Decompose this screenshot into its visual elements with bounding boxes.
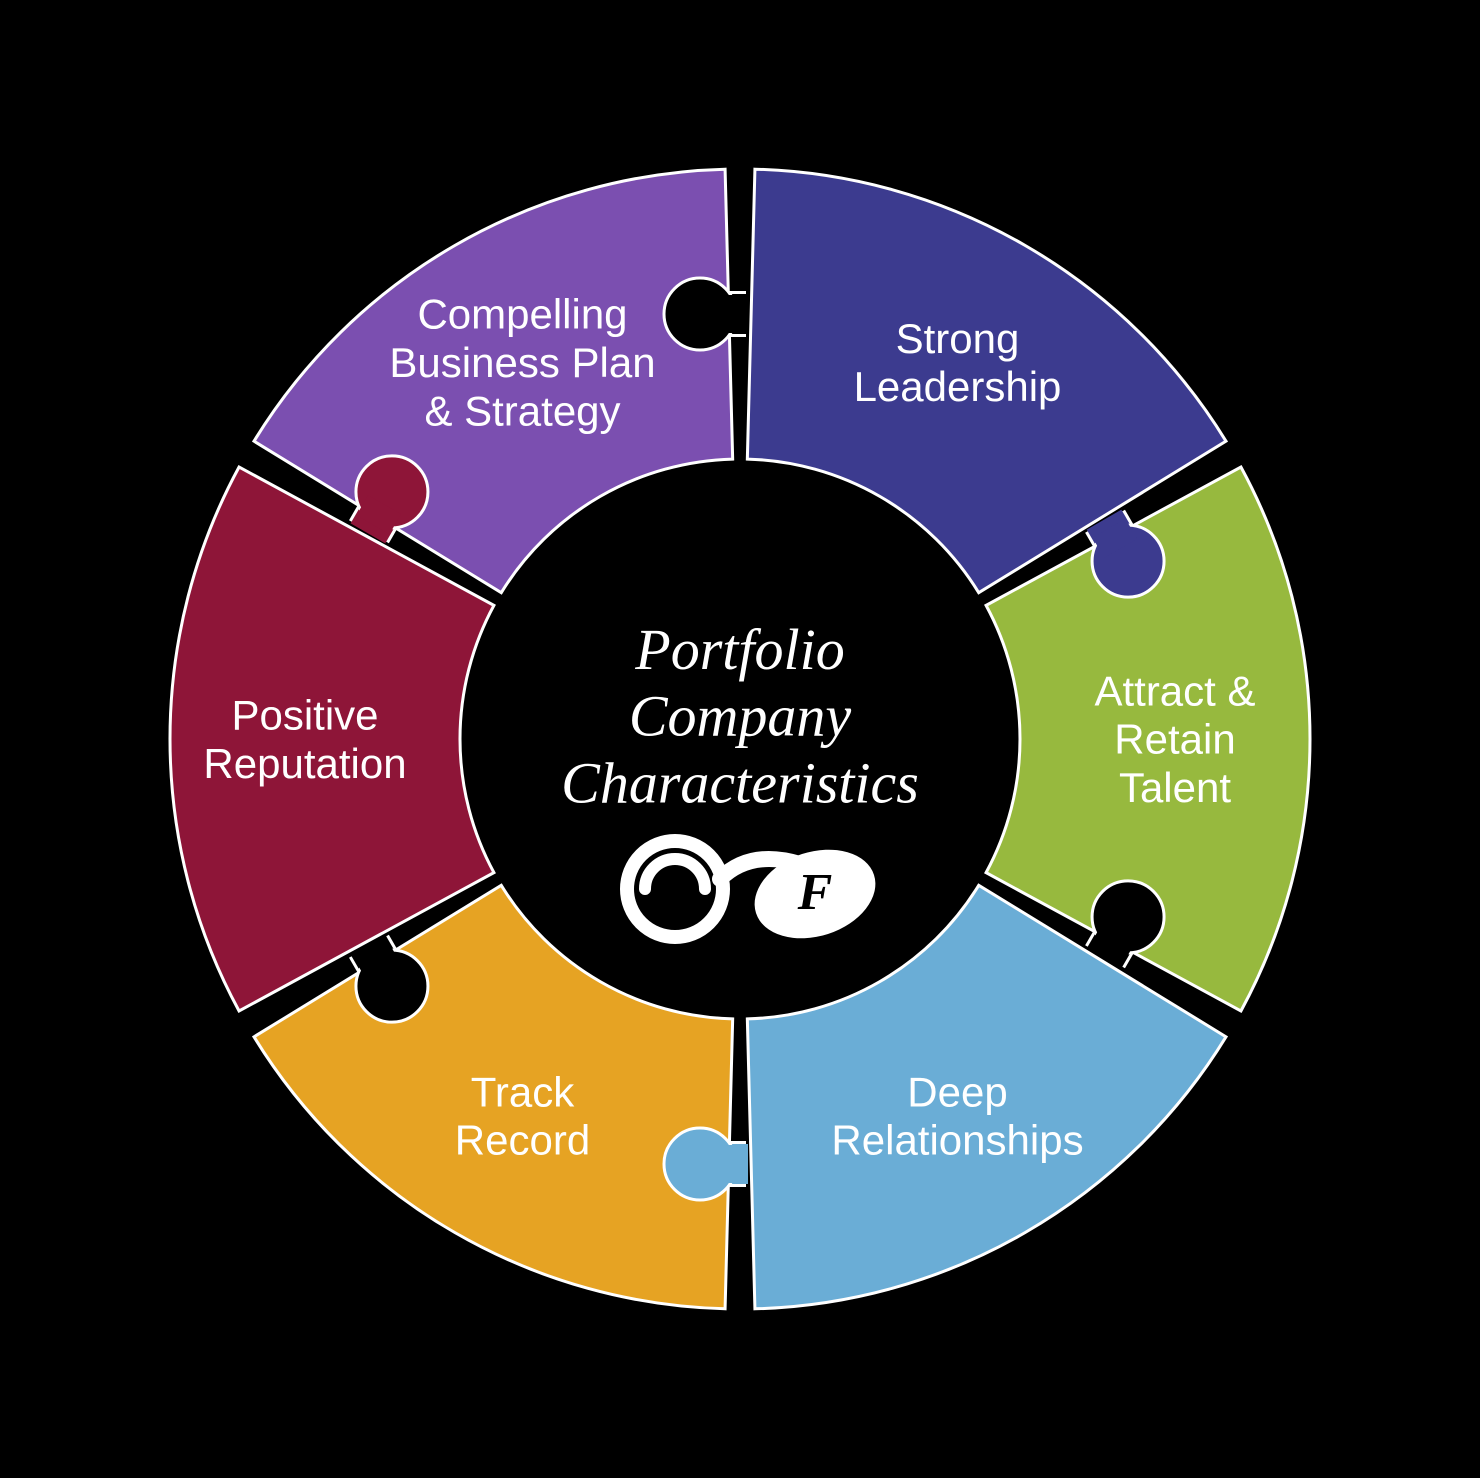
portfolio-characteristics-diagram: StrongLeadershipAttract &RetainTalentDee… bbox=[0, 0, 1480, 1478]
label-positive-reputation: PositiveReputation bbox=[203, 692, 406, 787]
knob-neck3-positive-reputation bbox=[373, 505, 385, 525]
logo-f-letter: F bbox=[797, 864, 833, 921]
socket-neck2-track-record bbox=[370, 948, 385, 973]
socket-neck2-attract-retain bbox=[1106, 930, 1121, 955]
knob-neck3-strong-leadership bbox=[1109, 528, 1121, 548]
label-business-plan: CompellingBusiness Plan& Strategy bbox=[389, 291, 655, 435]
label-track-record: TrackRecord bbox=[455, 1068, 590, 1163]
